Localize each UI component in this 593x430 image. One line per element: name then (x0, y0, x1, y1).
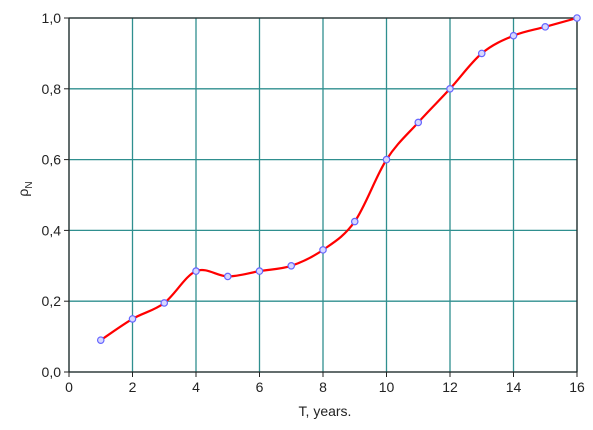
x-tick-labels: 0 2 4 6 8 10 12 14 16 (65, 379, 585, 395)
data-point (160, 299, 169, 307)
data-point (446, 85, 454, 93)
x-tick-label: 2 (129, 379, 137, 395)
x-tick-label: 8 (319, 379, 327, 395)
data-point (192, 267, 200, 275)
series-line (100, 16, 578, 342)
data-point (223, 272, 232, 281)
y-tick-label: 0,8 (42, 81, 62, 97)
y-tick-label: 0,4 (42, 222, 62, 238)
x-tick-label: 0 (65, 379, 73, 395)
grid (68, 17, 578, 373)
data-point (541, 23, 550, 31)
x-tick-label: 10 (379, 379, 395, 395)
y-axis-label: ρN (15, 181, 35, 196)
y-tick-label: 0,0 (42, 364, 62, 380)
x-tick-label: 16 (569, 379, 585, 395)
data-point (382, 155, 391, 164)
x-tick-label: 14 (506, 379, 522, 395)
data-point (255, 267, 264, 275)
data-point (477, 49, 486, 58)
series (96, 14, 581, 344)
x-tick-label: 4 (192, 379, 200, 395)
data-point (319, 246, 327, 254)
data-point (128, 315, 137, 323)
y-tick-label: 0,2 (42, 293, 62, 309)
data-point (414, 118, 423, 127)
y-tick-label: 0,6 (42, 152, 62, 168)
y-axis-label-symbol: ρ (15, 189, 31, 197)
y-tick-labels: 0,0 0,2 0,4 0,6 0,8 1,0 (42, 10, 62, 380)
data-point (96, 336, 105, 344)
y-tick-label: 1,0 (42, 10, 62, 26)
x-tick-label: 6 (256, 379, 264, 395)
y-axis-label-subscript: N (24, 181, 35, 188)
data-point (509, 31, 518, 40)
x-tick-label: 12 (442, 379, 458, 395)
ticks (64, 17, 578, 377)
x-axis-label: T, years. (299, 403, 352, 419)
data-point (573, 14, 581, 22)
data-point (350, 217, 359, 226)
data-point (287, 261, 296, 270)
